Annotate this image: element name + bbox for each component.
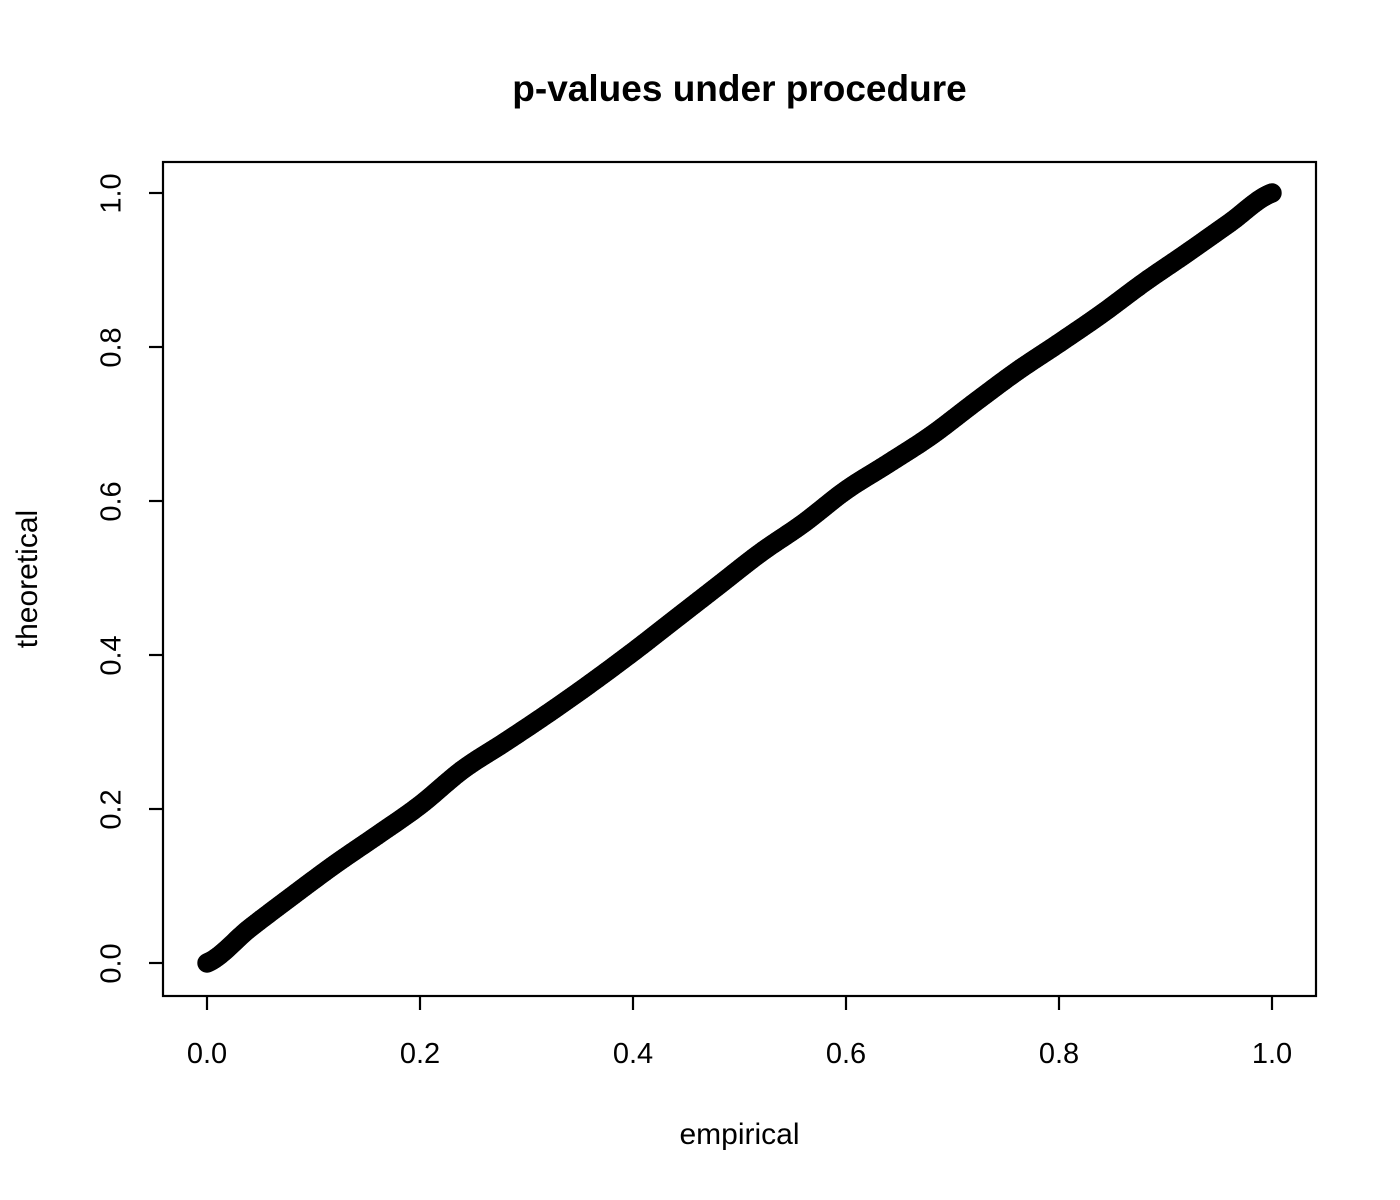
y-tick-label: 1.0 (95, 173, 128, 214)
y-tick-label: 0.4 (95, 635, 128, 676)
x-tick-label: 0.8 (1038, 1038, 1080, 1070)
plot-box (161, 160, 1318, 998)
y-tick-label: 0.0 (95, 943, 128, 984)
y-tick-label: 0.2 (95, 789, 128, 830)
y-axis-label: theoretical (11, 509, 44, 649)
x-tick-label: 0.4 (612, 1038, 654, 1070)
x-axis-label: empirical (679, 1118, 800, 1151)
y-tick-label: 0.6 (95, 481, 128, 522)
x-tick-label: 1.0 (1251, 1038, 1293, 1070)
x-tick-label: 0.0 (186, 1038, 228, 1070)
y-tick-label: 0.8 (95, 327, 128, 368)
chart-title: p-values under procedure (512, 68, 967, 109)
data-points (197, 183, 1282, 973)
x-tick-label: 0.2 (399, 1038, 441, 1070)
x-tick-label: 0.6 (825, 1038, 867, 1070)
